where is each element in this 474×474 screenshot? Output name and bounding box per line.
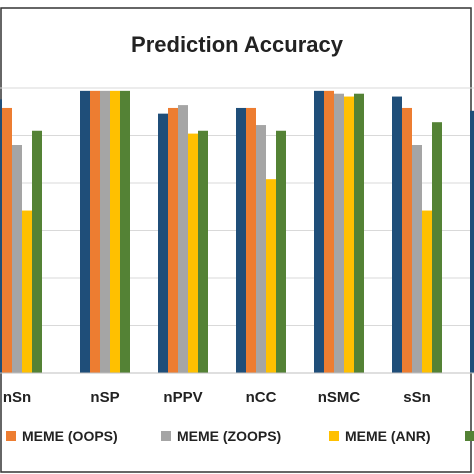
bar-nPPV-series-1	[168, 107, 178, 373]
bar-nSn-series-4	[32, 130, 42, 373]
bar-nSP-series-2	[100, 90, 110, 373]
bar-sSn-series-1	[402, 107, 412, 373]
bar-nSP-series-4	[120, 90, 130, 373]
bar-sSn-series-4	[432, 122, 442, 373]
bar-nPPV-series-0	[158, 113, 168, 374]
bar-nPPV-series-3	[188, 133, 198, 373]
x-tick-label: nSn	[3, 389, 31, 406]
x-tick-labels: nSn nSP nPPV nCC nSMC sSn	[3, 389, 431, 406]
legend: MEME (OOPS) MEME (ZOOPS) MEME (ANR)	[6, 428, 474, 444]
bars	[0, 90, 474, 374]
bar-nSn-series-3	[22, 210, 32, 373]
bar-nPPV-series-4	[198, 130, 208, 373]
bar-nSn-series-1	[2, 107, 12, 373]
bar-nCC-series-1	[246, 107, 256, 373]
bar-nPPV-series-2	[178, 105, 188, 373]
bar-nSMC-series-3	[344, 96, 354, 374]
legend-swatch	[329, 431, 339, 441]
legend-label: MEME (OOPS)	[22, 428, 118, 444]
bar-nCC-series-0	[236, 107, 246, 373]
bar-nSMC-series-0	[314, 90, 324, 373]
x-tick-label: nPPV	[163, 389, 202, 406]
bar-sSn-series-0	[392, 96, 402, 374]
legend-label: MEME (ZOOPS)	[177, 428, 281, 444]
legend-swatch	[161, 431, 171, 441]
chart-title: Prediction Accuracy	[131, 32, 344, 57]
bar-nSn-series-2	[12, 145, 22, 373]
legend-label: MEME (ANR)	[345, 428, 431, 444]
bar-sSn-series-3	[422, 210, 432, 373]
bar-nCC-series-2	[256, 125, 266, 373]
legend-swatch	[6, 431, 16, 441]
bar-group6-series-0	[470, 110, 474, 374]
bar-nSMC-series-1	[324, 90, 334, 373]
bar-nSP-series-3	[110, 90, 120, 373]
bar-nSP-series-1	[90, 90, 100, 373]
bar-nSP-series-0	[80, 90, 90, 373]
bar-nSn-series-0	[0, 99, 2, 374]
bar-nCC-series-3	[266, 179, 276, 373]
bar-nSMC-series-2	[334, 93, 344, 373]
x-tick-label: nCC	[246, 389, 277, 406]
x-tick-label: nSMC	[318, 389, 361, 406]
bar-nCC-series-4	[276, 130, 286, 373]
x-tick-label: sSn	[403, 389, 431, 406]
x-tick-label: nSP	[90, 389, 119, 406]
bar-sSn-series-2	[412, 145, 422, 373]
legend-swatch	[465, 431, 474, 441]
bar-nSMC-series-4	[354, 93, 364, 373]
